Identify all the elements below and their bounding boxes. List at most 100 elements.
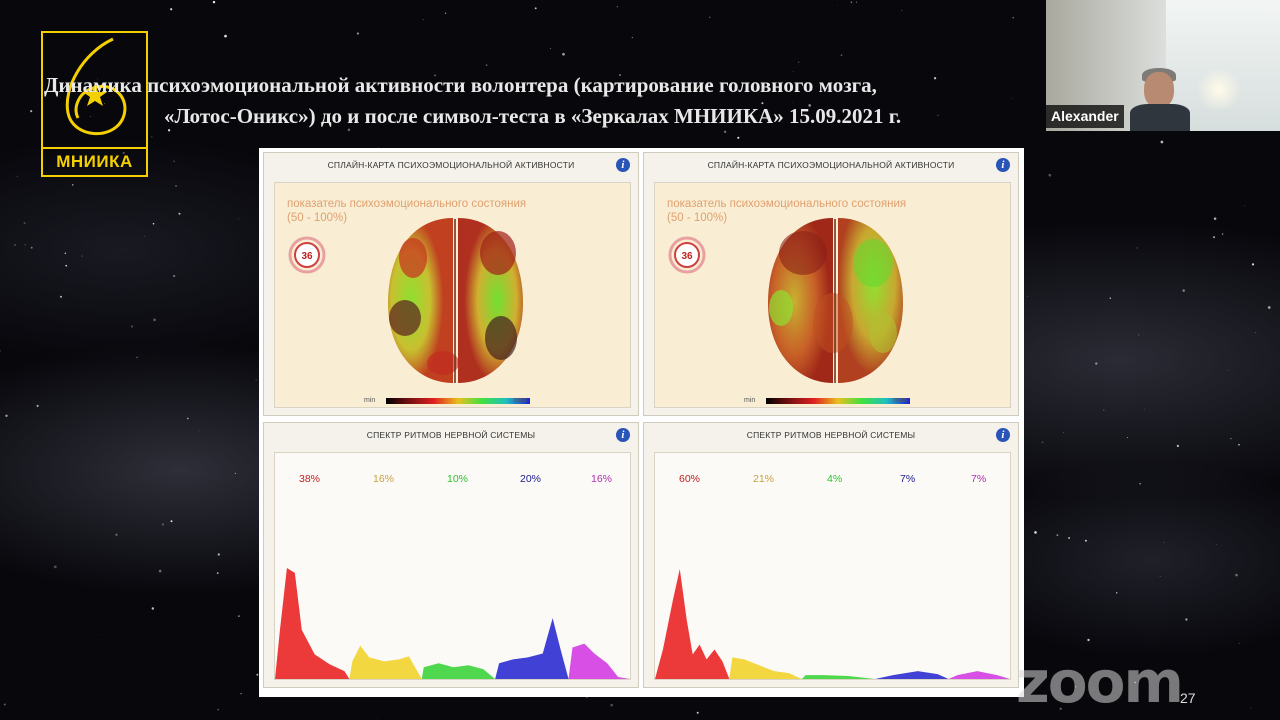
zoom-watermark: zoom (1016, 648, 1184, 716)
star (1127, 437, 1129, 438)
star (1074, 686, 1077, 688)
band-percent-1: 60% (679, 473, 701, 485)
indicator-label: показатель психоэмоционального состояния (287, 198, 527, 210)
star (5, 414, 8, 417)
band-percent-5: 16% (591, 473, 613, 485)
indicator-range: (50 - 100%) (287, 212, 348, 224)
star (238, 615, 240, 617)
star (1235, 573, 1238, 577)
star (90, 159, 92, 161)
star (130, 325, 134, 328)
star (1138, 334, 1140, 336)
star (374, 88, 376, 90)
star (59, 295, 63, 298)
star (238, 218, 239, 220)
star (1011, 97, 1013, 99)
spectrum-before: СПЕКТР РИТМОВ НЕРВНОЙ СИСТЕМЫ i 38% 16% … (263, 422, 639, 688)
spectrum-plot (655, 568, 1010, 679)
star (189, 119, 191, 122)
band-percent-4: 20% (520, 473, 542, 485)
star (808, 104, 811, 107)
slide-title-line-2: «Лотос-Оникс») до и после символ-теста в… (164, 104, 902, 128)
star (0, 350, 1, 352)
star (217, 708, 219, 711)
star (71, 184, 74, 186)
star (1041, 441, 1044, 444)
star (173, 160, 175, 162)
star (3, 703, 6, 706)
spectrum-plot (275, 567, 630, 679)
star (485, 64, 488, 66)
gauge-icon: 36 (288, 236, 326, 274)
star (167, 129, 171, 132)
star (1095, 362, 1098, 365)
info-icon[interactable]: i (616, 428, 630, 442)
star (1103, 409, 1105, 411)
spectrum-title: СПЕКТР РИТМОВ НЕРВНОЙ СИСТЕМЫ (746, 430, 916, 440)
star (837, 5, 839, 6)
info-icon[interactable]: i (996, 428, 1010, 442)
participant-name-label: Alexander (1046, 105, 1124, 128)
star (152, 222, 155, 225)
star (591, 111, 594, 114)
star (64, 252, 66, 254)
star (434, 74, 437, 77)
star (761, 102, 764, 105)
star (850, 1, 853, 4)
colorbar-min: min (364, 397, 376, 404)
star (610, 703, 614, 707)
logo-text: МНИИКА (43, 147, 146, 175)
band-percent-4: 7% (900, 473, 916, 485)
star (53, 565, 57, 569)
star (1251, 263, 1255, 266)
star (1250, 707, 1252, 709)
spectrum-after: СПЕКТР РИТМОВ НЕРВНОЙ СИСТЕМЫ i 60% 21% … (643, 422, 1019, 688)
slide-title-line-1: Динамика психоэмоциональной активности в… (44, 73, 877, 97)
star (143, 235, 145, 237)
logo-six-star-icon (65, 37, 127, 135)
spectrum-chart: 60% 21% 4% 7% 7% (654, 452, 1011, 680)
star (216, 572, 219, 575)
star (792, 71, 794, 72)
star (1227, 370, 1229, 371)
star (723, 130, 727, 134)
star (1048, 173, 1052, 177)
star (901, 10, 903, 11)
star (104, 103, 106, 105)
star (1059, 707, 1062, 710)
star (174, 184, 178, 188)
star (1267, 306, 1271, 309)
star (1027, 296, 1028, 298)
star (737, 136, 740, 139)
band-percent-5: 7% (971, 473, 987, 485)
spectrum-title: СПЕКТР РИТМОВ НЕРВНОЙ СИСТЕМЫ (366, 430, 536, 440)
band-percent-1: 38% (299, 473, 321, 485)
star (122, 151, 125, 155)
mniika-logo: МНИИКА (41, 31, 148, 177)
star (212, 0, 216, 4)
star (1115, 592, 1118, 594)
star (215, 26, 217, 28)
star (170, 8, 173, 11)
star (158, 569, 162, 573)
star (1012, 16, 1015, 19)
star (1215, 543, 1217, 545)
star (709, 16, 711, 18)
colorbar-max: max (894, 397, 908, 404)
star (562, 52, 565, 56)
indicator-label: показатель психоэмоционального состояния (667, 198, 907, 210)
colorbar-min: min (744, 397, 756, 404)
star (172, 274, 176, 278)
star (1134, 681, 1136, 684)
participant-video-tile[interactable]: Alexander (1046, 0, 1280, 131)
star (933, 77, 937, 80)
brain-map-after (768, 218, 903, 383)
star (1238, 443, 1240, 446)
info-icon[interactable]: i (616, 158, 630, 172)
star (256, 673, 259, 676)
indicator-range: (50 - 100%) (667, 212, 728, 224)
info-icon[interactable]: i (996, 158, 1010, 172)
star (198, 430, 200, 432)
star (13, 243, 16, 247)
star (1109, 297, 1112, 299)
